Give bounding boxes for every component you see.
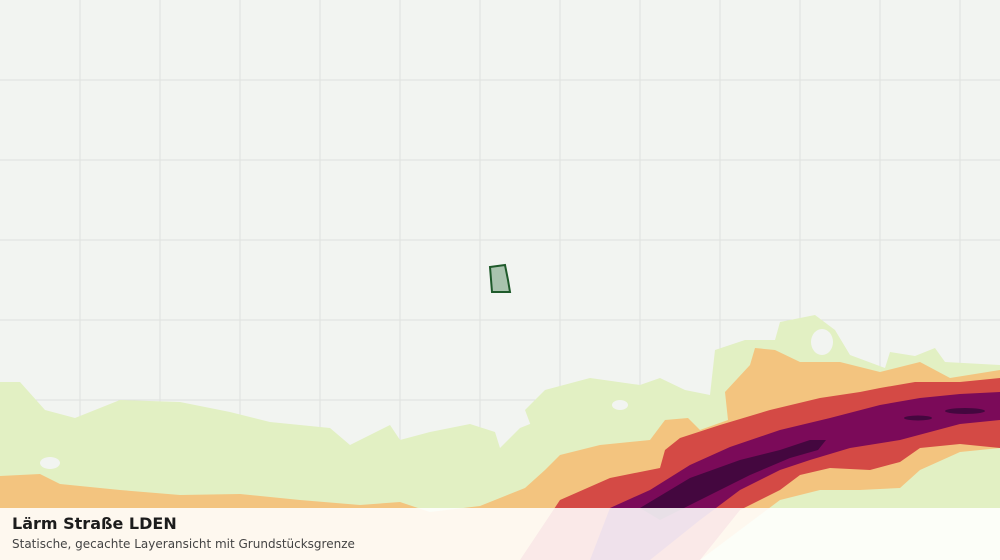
noise-zone-extreme <box>945 408 985 414</box>
noise-zone-medium <box>0 348 1000 560</box>
layer-title: Lärm Straße LDEN <box>12 514 177 533</box>
noise-zone-extreme <box>904 415 932 421</box>
noise-gap <box>811 329 833 355</box>
noise-gap <box>612 400 628 410</box>
layer-subtitle: Statische, gecachte Layeransicht mit Gru… <box>12 537 355 551</box>
noise-zone-extreme <box>640 440 826 520</box>
caption-panel: Lärm Straße LDEN Statische, gecachte Lay… <box>0 508 1000 560</box>
parcel-boundary <box>488 263 512 293</box>
noise-gap <box>40 457 60 469</box>
